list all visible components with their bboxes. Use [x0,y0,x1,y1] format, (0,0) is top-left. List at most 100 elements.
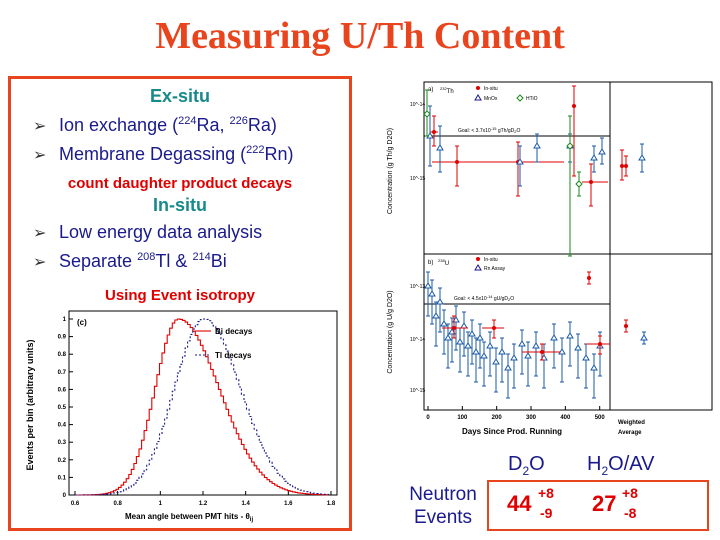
iso-ytick-label: 0.8 [58,352,67,358]
average-label: Average [618,430,642,436]
u-isotope: 238U [438,258,449,267]
arrow-bullet-icon: ➢ [33,225,47,242]
neutron-box [487,480,709,531]
u-rnassay-point [432,312,440,319]
left-panel: Ex-situ ➢ Ion exchange (224Ra, 226Ra) ➢ Me… [8,76,352,531]
iso-ytick-label: 0.3 [58,440,67,446]
u-insitu-point [598,342,602,346]
th-htio-point [423,110,431,118]
u-ytick-3: 10^-15 [410,388,425,394]
isotropy-xlabel: Mean angle between PMT hits - θij [125,512,253,523]
neutron-events-label: Neutron Events [409,484,477,528]
isotropy-plot: Events per bin (arbitrary units) 0 0.1 0.2… [25,310,338,523]
exsitu-heading: Ex-situ [149,86,210,106]
u-panel-label: b) [428,260,433,266]
h2o-value: 27 [592,491,617,516]
u-legend-insitu-marker [476,257,480,261]
u-rnassay-point [472,348,480,355]
th-legend-insitu: In-situ [484,86,498,92]
page-title: Measuring U/Th Content [155,15,565,57]
u-ylabel: Concentration (g U/g D2O) [387,290,394,373]
u-xtick-label: 0 [426,415,430,421]
iso-ytick-label: 0.7 [58,370,67,376]
u-legend-rnassay: Rn Assay [484,266,506,272]
u-rnassay-point [456,338,464,345]
h2o-minus: -8 [624,505,637,521]
iso-ytick-label: 0.2 [58,458,67,464]
th-mnox-point [533,142,541,149]
bullet-separate: ➢ Separate 208Tl & 214Bi [33,251,227,271]
d2o-plus: +8 [538,485,554,501]
bullet-ion-exchange: ➢ Ion exchange (224Ra, 226Ra) [33,115,277,135]
u-legend-rnassay-marker [474,264,482,271]
insitu-heading: In-situ [153,195,207,215]
u-rnassay-point [480,352,488,359]
th-plot-frame [423,81,611,261]
u-rnassay-point [518,340,526,347]
th-htio-point [566,142,574,150]
legend-htio-marker [516,94,524,102]
th-insitu-point [432,130,436,134]
tl-decays-curve [75,318,329,496]
legend-bi: Bi decays [215,327,253,336]
u-rnassay-point [510,354,518,361]
u-avg-rnassay [640,334,648,341]
iso-ytick-label: 1 [63,317,67,323]
iso-xtick-label: 1.4 [241,501,250,507]
iso-ytick-label: 0 [63,493,67,499]
th-panel-label: a) [428,87,433,93]
u-rnassay-point [464,342,472,349]
u-ytick-1: 10^-13 [410,284,425,290]
u-rnassay-point [498,348,506,355]
th-mnox-point [516,158,524,165]
u-rnassay-point [550,334,558,341]
u-xtick-label: 200 [492,415,503,421]
th-avg-mnox [638,154,646,161]
u-rnassay-point [574,344,582,351]
u-rnassay-point [566,332,574,339]
bi-decays-curve [75,318,329,496]
u-insitu-point [452,326,456,330]
u-xtick-label: 500 [595,415,606,421]
th-htio-point [575,180,583,188]
u-xlabel: Days Since Prod. Running [462,427,562,436]
th-ytick-2: 10^-15 [410,176,425,182]
u-rnassay-point [524,352,532,359]
weighted-label: Weighted [618,420,645,426]
u-rnassay-point [440,320,448,327]
u-rnassay-point [504,364,512,371]
th-insitu-point [455,160,459,164]
arrow-bullet-icon: ➢ [33,147,47,164]
isotropy-panel-label: (c) [77,318,87,327]
iso-ytick-label: 0.9 [58,335,67,341]
iso-ytick-label: 0.4 [58,423,67,429]
legend-mnox-marker [474,94,482,101]
iso-xtick-label: 0.6 [71,501,80,507]
th-avg-insitu [624,164,628,168]
th-average-frame [609,81,713,261]
u-insitu-point [492,326,496,330]
isotropy-ylabel: Events per bin (arbitrary units) [25,339,35,470]
th-mnox-point [590,154,598,161]
u-rnassay-point [532,342,540,349]
iso-ytick-label: 0.6 [58,387,67,393]
bullet-membrane-degassing: ➢ Membrane Degassing (222Rn) [33,144,294,164]
iso-xtick-label: 0.8 [113,501,122,507]
u-xtick-label: 300 [526,415,537,421]
u-rnassay-point [468,330,476,337]
h2o-plus: +8 [622,485,638,501]
u-insitu-point [587,276,591,280]
th-ytick-1: 10^-14 [410,102,425,108]
u-rnassay-point [582,354,590,361]
u-xtick-label: 100 [457,415,468,421]
u-rnassay-point [436,298,444,305]
u-plot-frame [423,253,611,411]
h2o-av-header: H2O/AV [587,453,655,478]
th-ylabel: Concentration (g Th/g D2O) [387,128,394,214]
th-mnox-point [436,144,444,151]
isotropy-heading: Using Event isotropy [104,287,256,304]
bullet-low-energy: ➢ Low energy data analysis [33,222,263,242]
iso-ytick-label: 0.1 [58,475,67,481]
th-insitu-point [589,180,593,184]
th-legend-mnox: MnOx [484,96,498,102]
